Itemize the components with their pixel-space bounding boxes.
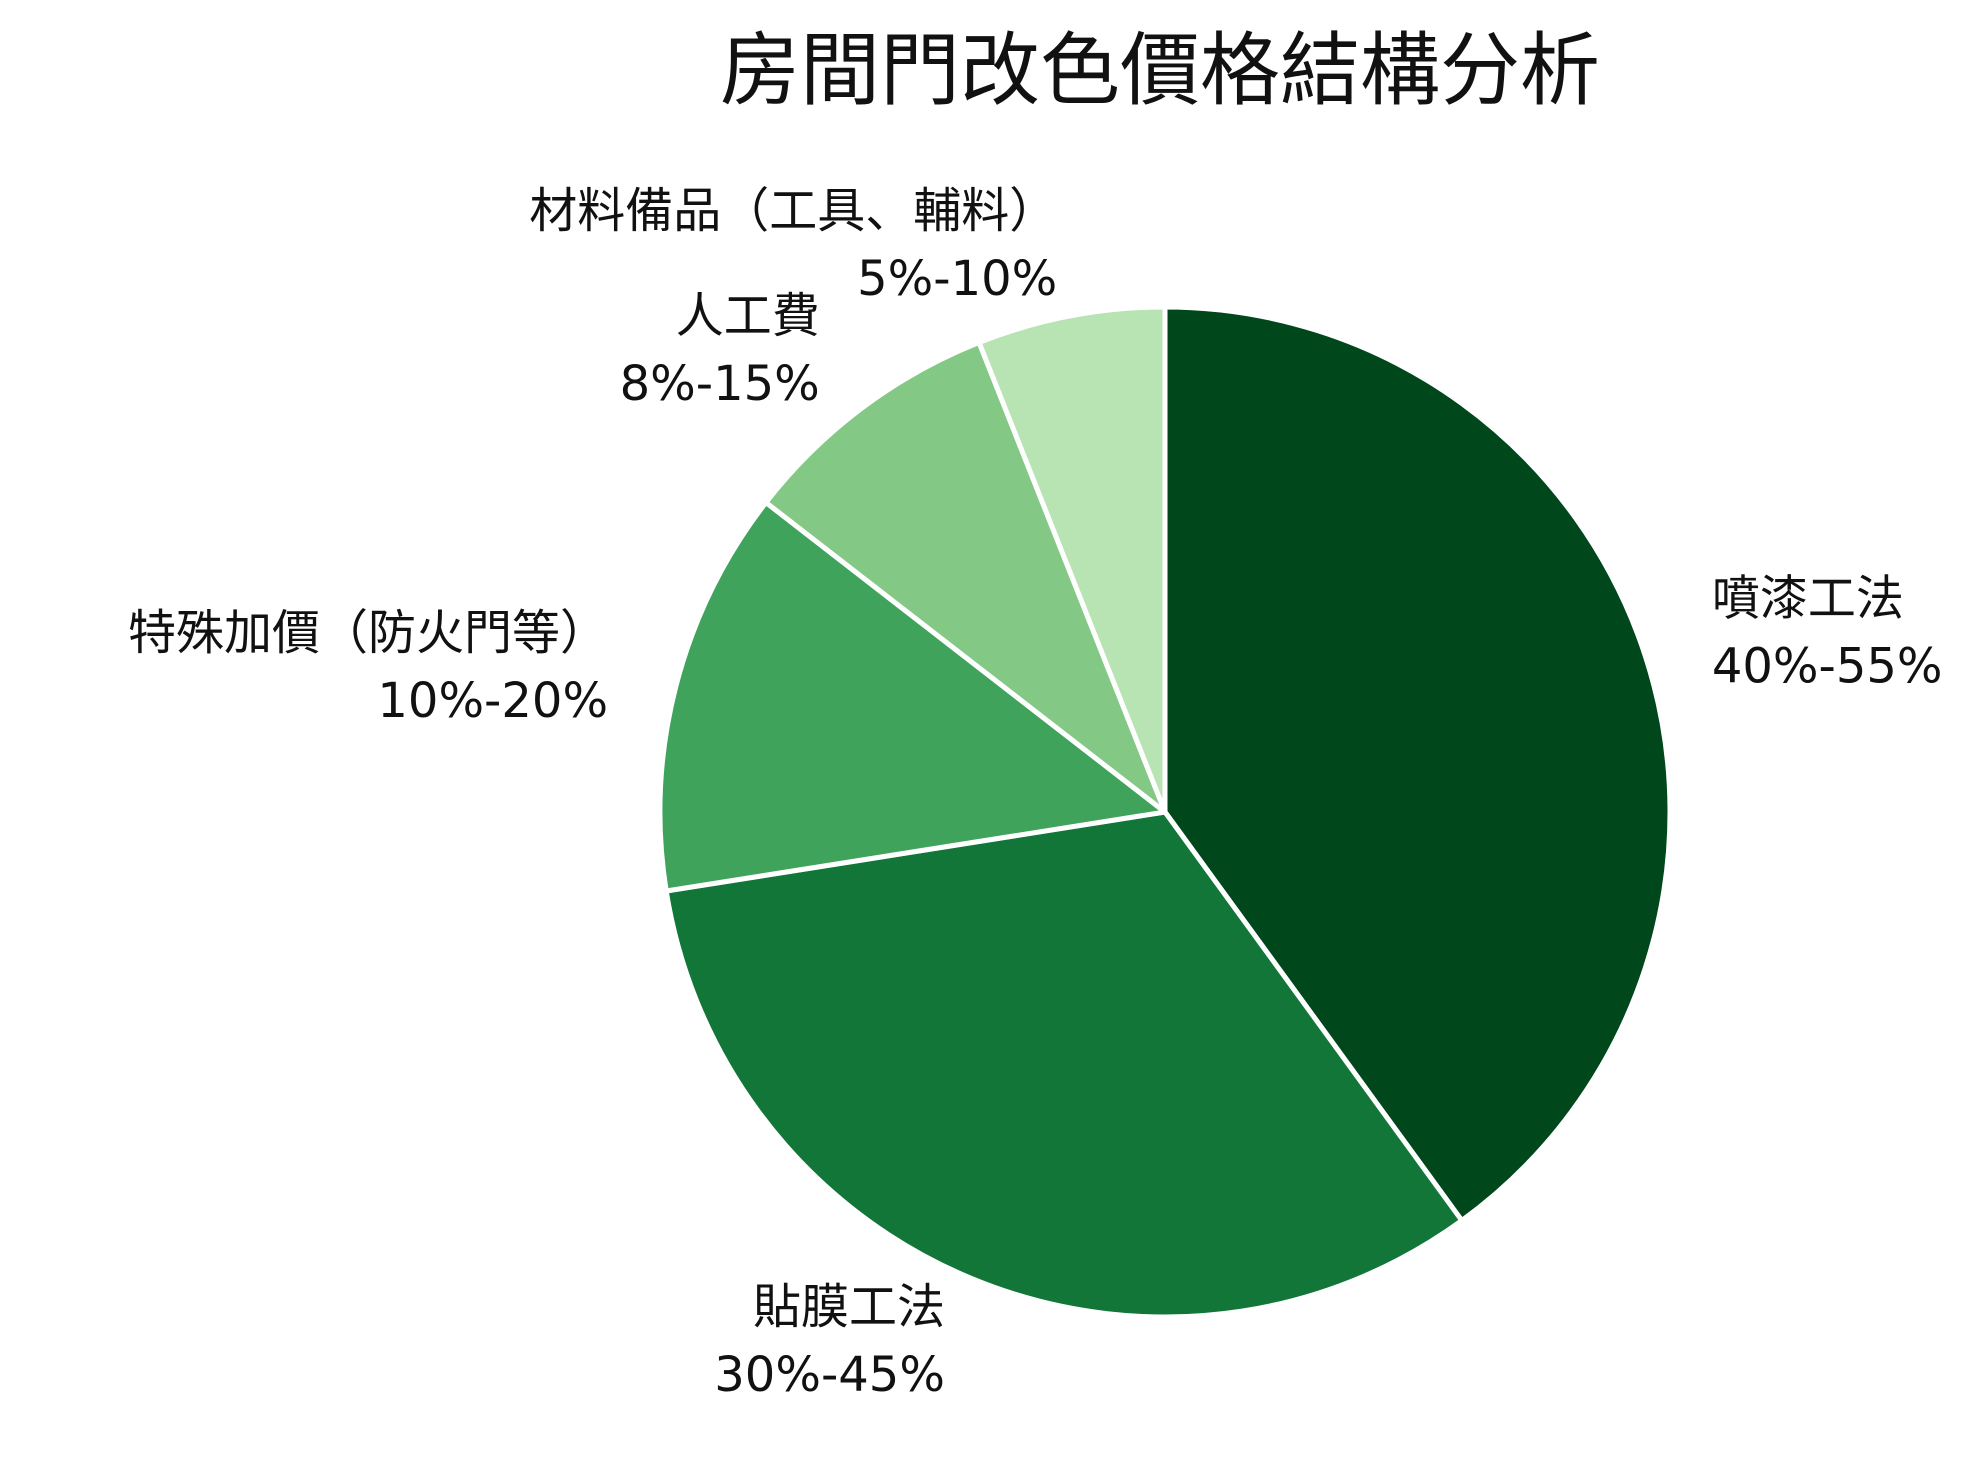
pie-slice-4 (763, 339, 1168, 815)
pie-slice-1 (1162, 304, 1673, 1224)
slice-label-2: 貼膜工法 (753, 1279, 945, 1335)
pie-slice-3 (657, 499, 1168, 894)
slice-range-1: 40%-55% (1712, 638, 1943, 694)
slice-label-5: 材料備品（工具、輔料） (529, 183, 1057, 239)
slice-range-4: 8%-15% (620, 356, 820, 412)
slice-label-3: 特殊加價（防火門等） (128, 605, 608, 661)
slice-range-3: 10%-20% (377, 673, 608, 729)
slice-range-5: 5%-10% (857, 251, 1057, 307)
pie-slices (657, 304, 1673, 1320)
slice-range-2: 30%-45% (714, 1347, 945, 1403)
slice-label-1: 噴漆工法 (1712, 570, 1904, 626)
slice-label-4: 人工費 (676, 288, 820, 344)
pie-slice-2 (663, 809, 1465, 1320)
pie-slice-5 (976, 304, 1168, 815)
chart-title: 房間門改色價格結構分析 (720, 24, 1600, 117)
pie-labels: 噴漆工法 40%-55% 貼膜工法 30%-45% 特殊加價（防火門等） 10%-20% 人… (128, 183, 1943, 1403)
